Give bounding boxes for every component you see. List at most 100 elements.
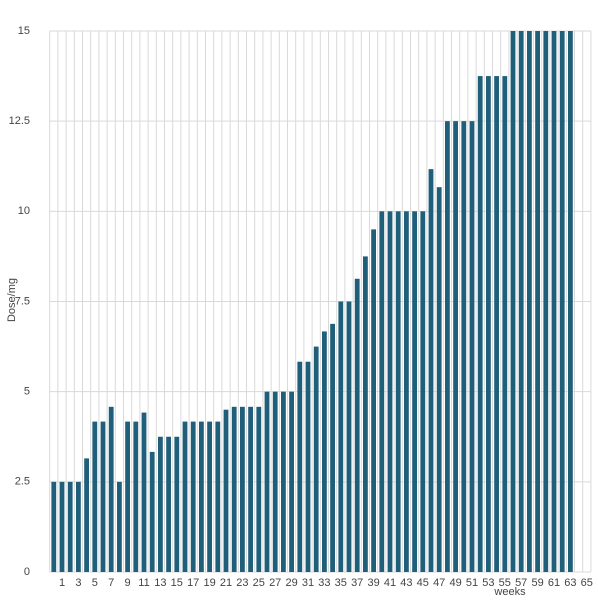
bar bbox=[330, 323, 335, 572]
bar bbox=[133, 421, 139, 572]
x-tick-label: 19 bbox=[203, 577, 215, 589]
x-tick-label: 1 bbox=[59, 577, 65, 589]
x-tick-label: 37 bbox=[351, 577, 363, 589]
bar bbox=[445, 121, 450, 573]
bar bbox=[502, 76, 508, 572]
x-tick-label: 5 bbox=[92, 577, 98, 589]
x-tick-label: 9 bbox=[125, 577, 131, 589]
x-tick-label: 21 bbox=[220, 577, 232, 589]
x-tick-label: 13 bbox=[154, 577, 166, 589]
bar bbox=[67, 481, 73, 572]
bar bbox=[477, 76, 483, 572]
bar bbox=[494, 76, 499, 572]
y-tick-label: 0 bbox=[24, 566, 30, 578]
bar bbox=[412, 211, 417, 573]
y-tick-label: 12.5 bbox=[9, 115, 30, 127]
bar bbox=[404, 211, 409, 573]
bar bbox=[289, 391, 294, 572]
bar bbox=[453, 121, 458, 573]
bar bbox=[190, 421, 196, 572]
bar bbox=[363, 256, 368, 572]
x-tick-label: 55 bbox=[499, 577, 511, 589]
bar bbox=[297, 361, 303, 572]
bar bbox=[543, 31, 549, 572]
bar bbox=[568, 31, 573, 572]
bar bbox=[387, 211, 393, 573]
x-tick-label: 17 bbox=[187, 577, 199, 589]
bar bbox=[535, 31, 540, 572]
bar bbox=[371, 229, 376, 572]
x-tick-label: 47 bbox=[433, 577, 445, 589]
x-tick-label: 15 bbox=[171, 577, 183, 589]
bar bbox=[84, 458, 89, 572]
bar bbox=[108, 406, 114, 572]
bar bbox=[559, 31, 565, 572]
bar bbox=[264, 391, 270, 572]
bar bbox=[510, 31, 516, 572]
bar bbox=[420, 211, 426, 573]
x-tick-label: 33 bbox=[318, 577, 330, 589]
bar bbox=[248, 406, 253, 572]
y-tick-label: 5 bbox=[24, 386, 30, 398]
bar bbox=[428, 169, 434, 573]
x-axis-label: weeks bbox=[493, 586, 526, 598]
x-tick-label: 39 bbox=[367, 577, 379, 589]
bar bbox=[256, 406, 262, 572]
y-tick-label: 7.5 bbox=[15, 295, 30, 307]
y-tick-label: 2.5 bbox=[15, 476, 30, 488]
bar bbox=[51, 481, 57, 572]
y-tick-label: 15 bbox=[18, 25, 30, 37]
x-tick-label: 3 bbox=[75, 577, 81, 589]
bar bbox=[100, 421, 106, 572]
x-tick-label: 49 bbox=[449, 577, 461, 589]
x-tick-label: 7 bbox=[108, 577, 114, 589]
bar bbox=[215, 421, 221, 572]
bar bbox=[338, 301, 344, 572]
y-axis-label: Dose/mg bbox=[6, 278, 18, 322]
bar bbox=[395, 211, 401, 573]
bar bbox=[305, 361, 311, 572]
bar bbox=[240, 406, 245, 572]
bar bbox=[199, 421, 204, 572]
bar bbox=[346, 301, 352, 572]
bar bbox=[551, 31, 557, 572]
bar bbox=[166, 436, 171, 572]
x-tick-label: 23 bbox=[236, 577, 248, 589]
bar bbox=[231, 406, 237, 572]
bar bbox=[486, 76, 491, 572]
x-tick-label: 31 bbox=[302, 577, 314, 589]
bar bbox=[354, 278, 360, 572]
y-tick-label: 10 bbox=[18, 205, 30, 217]
x-tick-label: 45 bbox=[417, 577, 429, 589]
x-tick-label: 53 bbox=[482, 577, 494, 589]
bar bbox=[461, 121, 467, 573]
bar bbox=[469, 121, 475, 573]
x-tick-label: 65 bbox=[581, 577, 593, 589]
x-tick-label: 29 bbox=[285, 577, 297, 589]
x-tick-label: 27 bbox=[269, 577, 281, 589]
bar bbox=[117, 481, 122, 572]
bar bbox=[272, 391, 278, 572]
bar bbox=[527, 31, 532, 572]
bar bbox=[379, 211, 385, 573]
bar bbox=[281, 391, 286, 572]
x-tick-label: 41 bbox=[384, 577, 396, 589]
x-tick-label: 57 bbox=[515, 577, 527, 589]
bar bbox=[125, 421, 130, 572]
x-tick-label: 35 bbox=[335, 577, 347, 589]
bar bbox=[158, 436, 163, 572]
bar bbox=[76, 481, 81, 572]
bar bbox=[182, 421, 188, 572]
bar bbox=[313, 346, 319, 572]
x-tick-label: 43 bbox=[400, 577, 412, 589]
x-tick-label: 61 bbox=[548, 577, 560, 589]
x-tick-label: 25 bbox=[253, 577, 265, 589]
bar bbox=[141, 412, 147, 572]
bar bbox=[223, 409, 229, 572]
bar bbox=[436, 187, 442, 572]
bar bbox=[207, 421, 212, 572]
x-tick-label: 63 bbox=[564, 577, 576, 589]
bar bbox=[59, 481, 65, 572]
bar bbox=[149, 451, 155, 572]
